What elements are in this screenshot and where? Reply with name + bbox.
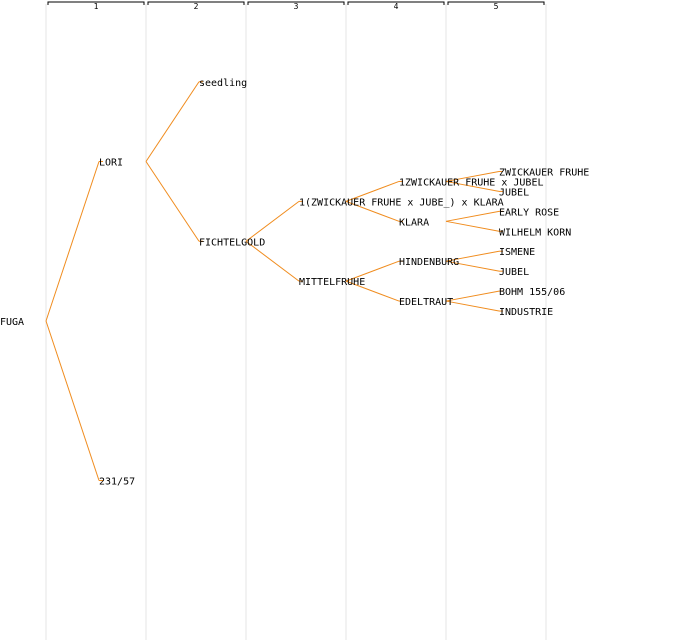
pedigree-node-label[interactable]: MITTELFRUHE xyxy=(299,277,365,288)
generation-bracket xyxy=(147,1,245,5)
pedigree-node-label[interactable]: FUGA xyxy=(0,317,24,328)
pedigree-edge xyxy=(445,170,500,182)
pedigree-node-label[interactable]: JUBEL xyxy=(499,187,529,198)
pedigree-node-label[interactable]: EDELTRAUT xyxy=(399,297,453,308)
pedigree-edge xyxy=(345,260,400,282)
pedigree-node-label[interactable]: EARLY ROSE xyxy=(499,207,559,218)
pedigree-edge xyxy=(45,320,100,481)
generation-bracket xyxy=(347,1,445,5)
pedigree-edge xyxy=(445,290,500,302)
pedigree-node-label[interactable]: INDUSTRIE xyxy=(499,307,553,318)
pedigree-edge xyxy=(145,161,200,242)
pedigree-edge xyxy=(245,240,300,282)
pedigree-node-label[interactable]: seedling xyxy=(199,78,247,89)
pedigree-node-label[interactable]: LORI xyxy=(99,158,123,169)
pedigree-node-label[interactable]: 231/57 xyxy=(99,477,135,488)
pedigree-edge xyxy=(445,220,500,232)
generation-bracket xyxy=(247,1,345,5)
pedigree-edge xyxy=(145,81,200,162)
pedigree-edge xyxy=(445,180,500,192)
pedigree-edge xyxy=(445,250,500,262)
generation-number: 2 xyxy=(194,2,199,11)
generation-number: 3 xyxy=(294,2,299,11)
generation-bracket xyxy=(447,1,545,5)
generation-number: 5 xyxy=(494,2,499,11)
pedigree-node-label[interactable]: WILHELM KORN xyxy=(499,227,571,238)
pedigree-edge xyxy=(245,200,300,242)
generation-bracket xyxy=(47,1,145,5)
pedigree-node-label[interactable]: FICHTELGOLD xyxy=(199,237,265,248)
pedigree-node-label[interactable]: KLARA xyxy=(399,217,429,228)
generation-number: 1 xyxy=(94,2,99,11)
pedigree-edge xyxy=(445,300,500,312)
pedigree-node-label[interactable]: HINDENBURG xyxy=(399,257,459,268)
pedigree-edge xyxy=(345,200,400,222)
pedigree-node-label[interactable]: 1ZWICKAUER FRUHE x JUBEL xyxy=(399,177,544,188)
pedigree-node-label[interactable]: JUBEL xyxy=(499,267,529,278)
pedigree-node-label[interactable]: ZWICKAUER FRUHE xyxy=(499,167,589,178)
pedigree-edge xyxy=(445,210,500,222)
pedigree-node-label[interactable]: ISMENE xyxy=(499,247,535,258)
pedigree-edge xyxy=(45,161,100,322)
pedigree-node-label[interactable]: BOHM 155/06 xyxy=(499,287,565,298)
pedigree-edge xyxy=(345,280,400,302)
pedigree-node-label[interactable]: 1(ZWICKAUER FRUHE x JUBE_) x KLARA xyxy=(299,197,504,208)
pedigree-edge xyxy=(445,260,500,272)
pedigree-edge xyxy=(345,180,400,202)
generation-number: 4 xyxy=(394,2,399,11)
